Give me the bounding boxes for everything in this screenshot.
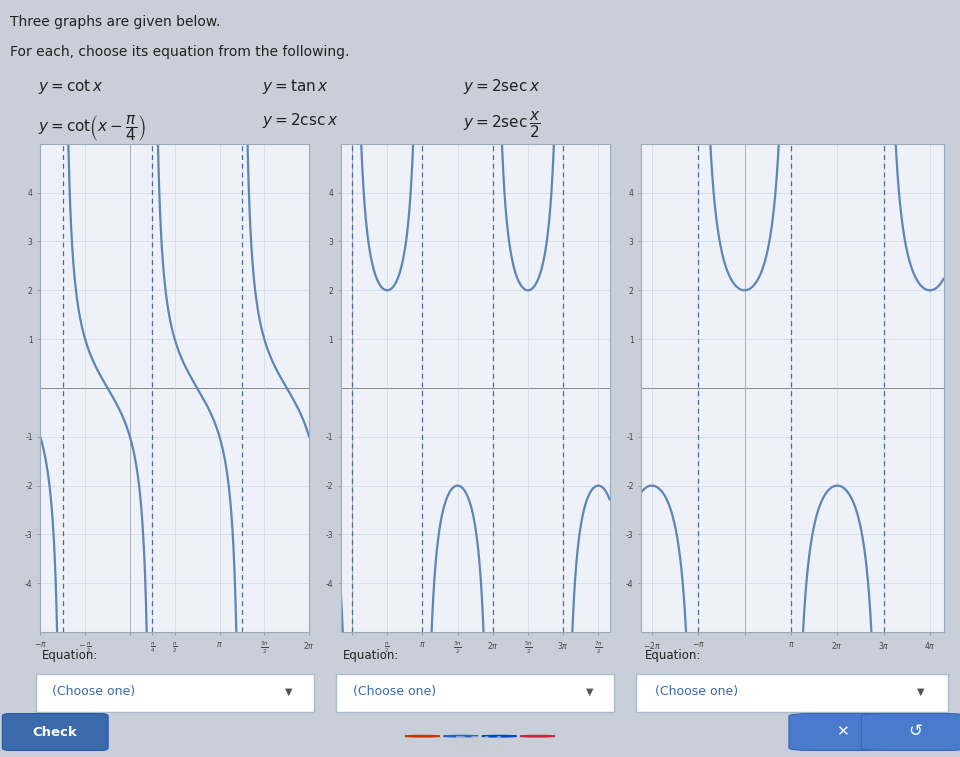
Text: DELL: DELL (453, 735, 507, 755)
FancyBboxPatch shape (789, 714, 895, 750)
Text: ▼: ▼ (917, 687, 924, 697)
Text: ↺: ↺ (909, 722, 923, 740)
Text: ▼: ▼ (285, 687, 293, 697)
Text: $y=2\csc x$: $y=2\csc x$ (261, 111, 338, 129)
Text: ▼: ▼ (586, 687, 593, 697)
Text: $y=2\sec x$: $y=2\sec x$ (464, 76, 540, 95)
Text: $y=2\sec\dfrac{x}{2}$: $y=2\sec\dfrac{x}{2}$ (464, 111, 540, 140)
Circle shape (405, 736, 440, 737)
Circle shape (444, 736, 478, 737)
Text: (Choose one): (Choose one) (352, 685, 436, 699)
Text: Check: Check (33, 725, 78, 739)
FancyBboxPatch shape (2, 714, 108, 750)
Text: Equation:: Equation: (644, 649, 701, 662)
Text: (Choose one): (Choose one) (52, 685, 135, 699)
FancyBboxPatch shape (861, 714, 960, 750)
Circle shape (482, 736, 516, 737)
Text: Three graphs are given below.: Three graphs are given below. (10, 15, 220, 29)
Text: $y=\tan x$: $y=\tan x$ (261, 76, 328, 95)
Text: (Choose one): (Choose one) (655, 685, 738, 699)
Text: Equation:: Equation: (42, 649, 99, 662)
Text: ✕: ✕ (836, 724, 849, 739)
Text: $y=\cot x$: $y=\cot x$ (38, 76, 104, 95)
Text: $y=\cot\!\left(x-\dfrac{\pi}{4}\right)$: $y=\cot\!\left(x-\dfrac{\pi}{4}\right)$ (38, 113, 146, 142)
Circle shape (520, 736, 555, 737)
Text: Equation:: Equation: (343, 649, 399, 662)
Text: For each, choose its equation from the following.: For each, choose its equation from the f… (10, 45, 349, 59)
